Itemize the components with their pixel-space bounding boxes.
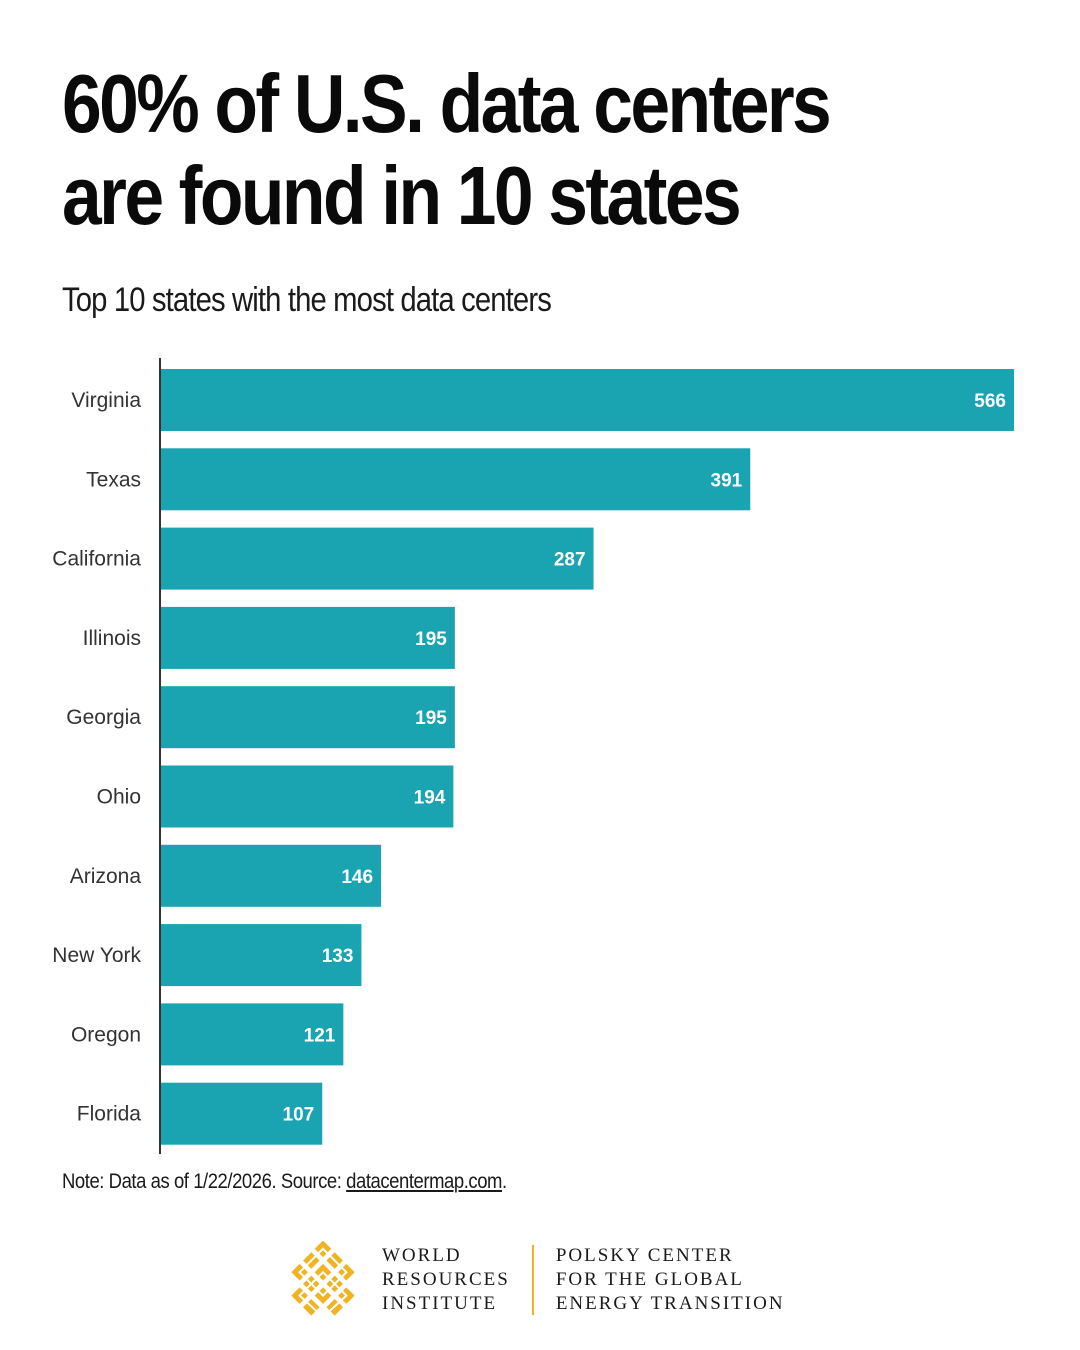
value-label-ohio: 194	[414, 788, 446, 809]
value-label-virginia: 566	[974, 391, 1006, 412]
note-end: .	[502, 1170, 507, 1193]
bar-new-york	[161, 924, 362, 987]
category-label-georgia: Georgia	[66, 706, 141, 729]
bar-georgia	[161, 686, 455, 749]
category-label-illinois: Illinois	[83, 627, 141, 650]
polsky-name-line-3: ENERGY TRANSITION	[555, 1293, 785, 1314]
category-label-virginia: Virginia	[71, 389, 141, 412]
chart-title: 60% of U.S. data centers are found in 10…	[62, 57, 832, 242]
source-link[interactable]: datacentermap.com	[346, 1170, 502, 1193]
note-text: Note: Data as of 1/22/2026. Source:	[62, 1170, 347, 1193]
bar-arizona	[161, 844, 382, 907]
category-label-ohio: Ohio	[97, 786, 141, 809]
category-label-arizona: Arizona	[70, 865, 142, 888]
value-label-california: 287	[554, 550, 586, 571]
footer-logos: WORLD RESOURCES INSTITUTE POLSKY CENTER …	[284, 1240, 785, 1320]
value-label-florida: 107	[283, 1105, 315, 1126]
value-label-arizona: 146	[341, 867, 373, 888]
wri-name-line-2: RESOURCES	[382, 1269, 510, 1290]
value-label-texas: 391	[711, 470, 743, 491]
source-note: Note: Data as of 1/22/2026. Source: data…	[62, 1168, 507, 1196]
wri-name-line-1: WORLD	[382, 1245, 462, 1266]
bar-texas	[161, 448, 751, 511]
bar-california	[161, 527, 594, 590]
category-label-oregon: Oregon	[71, 1023, 141, 1046]
polsky-name: POLSKY CENTER FOR THE GLOBAL ENERGY TRAN…	[556, 1244, 785, 1316]
bar-florida	[161, 1082, 323, 1145]
wri-name: WORLD RESOURCES INSTITUTE	[382, 1244, 510, 1316]
category-label-california: California	[52, 548, 141, 571]
bar-oregon	[161, 1003, 344, 1066]
polsky-name-line-2: FOR THE GLOBAL	[555, 1269, 744, 1290]
category-label-texas: Texas	[86, 468, 141, 491]
bar-virginia	[161, 369, 1014, 431]
bar-illinois	[161, 606, 455, 669]
wri-name-line-3: INSTITUTE	[382, 1293, 498, 1314]
value-label-georgia: 195	[415, 708, 447, 729]
value-label-new-york: 133	[322, 946, 354, 967]
value-label-illinois: 195	[415, 629, 447, 650]
wri-logo-icon	[291, 1241, 355, 1319]
category-label-new-york: New York	[52, 944, 141, 967]
logo-divider	[531, 1245, 534, 1315]
value-label-oregon: 121	[304, 1025, 336, 1046]
chart-subtitle: Top 10 states with the most data centers	[62, 281, 552, 319]
category-label-florida: Florida	[77, 1103, 142, 1126]
polsky-name-line-1: POLSKY CENTER	[555, 1245, 734, 1266]
bar-chart: Virginia 566 Texas 391 California 287 Illinois…	[52, 358, 1014, 1154]
bar-ohio	[161, 765, 454, 828]
